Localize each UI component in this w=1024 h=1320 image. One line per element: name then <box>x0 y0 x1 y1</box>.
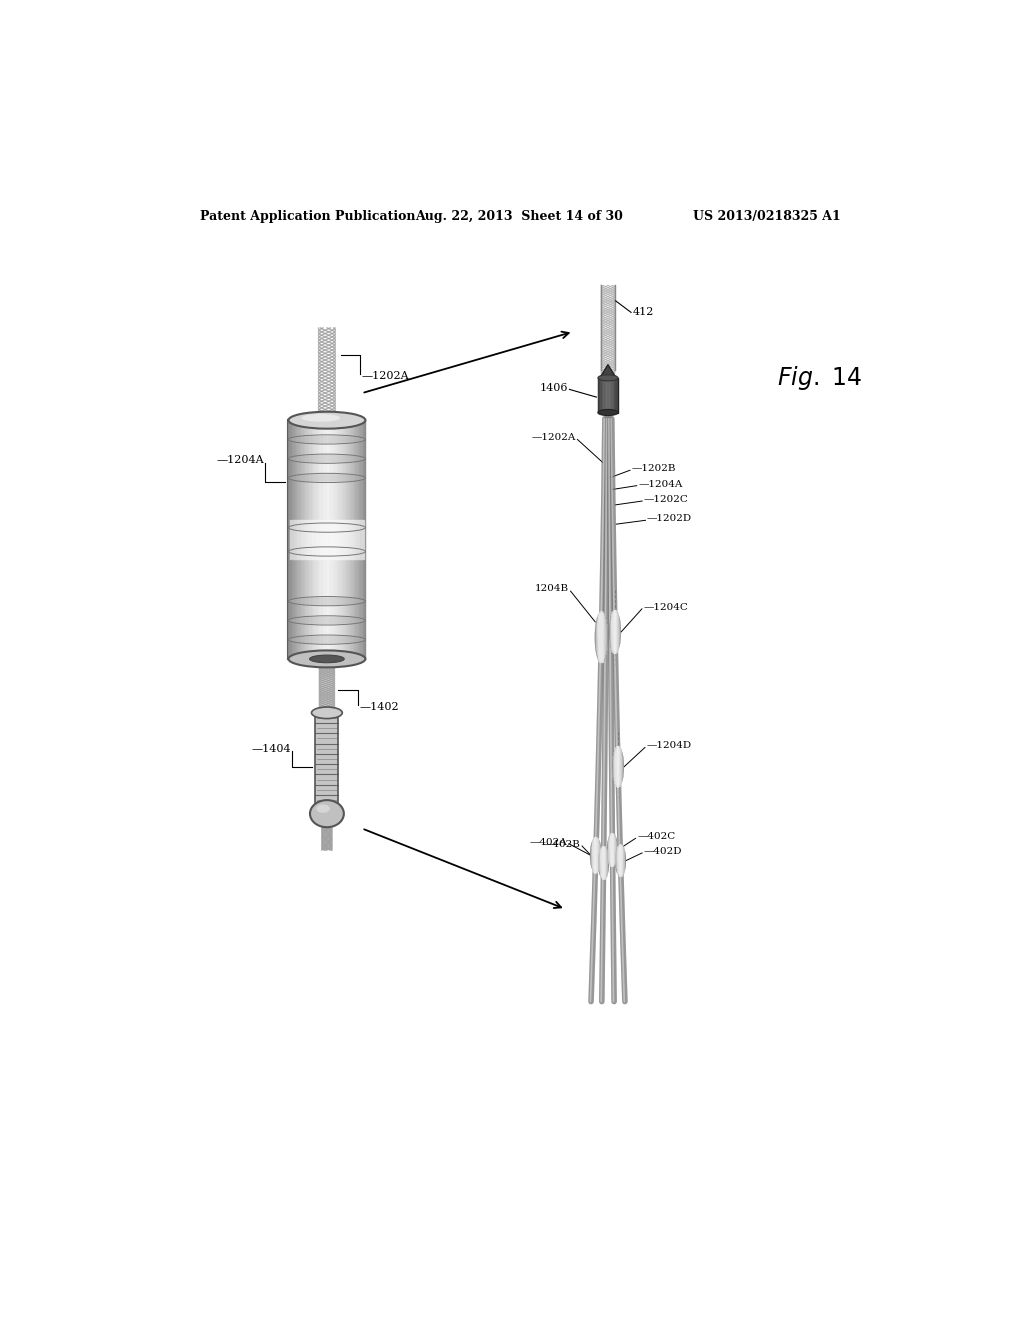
Text: —1202B: —1202B <box>632 465 676 473</box>
Text: —1202A: —1202A <box>361 371 410 380</box>
Ellipse shape <box>289 455 365 462</box>
Ellipse shape <box>289 436 365 444</box>
Ellipse shape <box>591 838 601 873</box>
Ellipse shape <box>614 751 617 770</box>
Text: —1204A: —1204A <box>638 479 683 488</box>
Text: Patent Application Publication: Patent Application Publication <box>200 210 416 223</box>
Text: —402B: —402B <box>543 840 581 849</box>
Text: —1204D: —1204D <box>646 742 691 750</box>
Ellipse shape <box>289 597 365 605</box>
Text: US 2013/0218325 A1: US 2013/0218325 A1 <box>692 210 841 223</box>
Polygon shape <box>600 364 616 378</box>
Ellipse shape <box>309 655 344 663</box>
Text: —1204C: —1204C <box>643 603 688 611</box>
Text: —1404: —1404 <box>251 744 291 754</box>
Text: 1204B: 1204B <box>535 585 569 593</box>
Text: 412: 412 <box>633 308 654 317</box>
Text: $\mathit{Fig.\ 14}$: $\mathit{Fig.\ 14}$ <box>777 364 863 392</box>
Text: —1204A: —1204A <box>216 455 264 465</box>
Ellipse shape <box>289 548 365 556</box>
Ellipse shape <box>598 375 617 381</box>
Ellipse shape <box>311 708 342 718</box>
Ellipse shape <box>316 804 330 813</box>
Bar <box>315 713 339 805</box>
Text: —1202C: —1202C <box>644 495 688 504</box>
Ellipse shape <box>609 611 621 653</box>
Ellipse shape <box>615 845 626 876</box>
Ellipse shape <box>612 747 624 787</box>
Ellipse shape <box>617 849 620 863</box>
Bar <box>289 420 366 659</box>
Ellipse shape <box>289 524 365 532</box>
Ellipse shape <box>609 838 612 853</box>
Ellipse shape <box>289 616 365 624</box>
Text: —1402: —1402 <box>359 702 399 711</box>
Text: —402D: —402D <box>644 847 682 855</box>
Text: 1406: 1406 <box>540 383 568 393</box>
Ellipse shape <box>289 636 365 644</box>
Ellipse shape <box>310 800 344 828</box>
Text: —1202D: —1202D <box>647 515 692 523</box>
Bar <box>290 520 364 558</box>
Text: —402C: —402C <box>637 833 676 841</box>
Text: Aug. 22, 2013  Sheet 14 of 30: Aug. 22, 2013 Sheet 14 of 30 <box>416 210 624 223</box>
Text: —402A: —402A <box>529 838 567 846</box>
Ellipse shape <box>597 619 601 642</box>
Ellipse shape <box>599 847 608 879</box>
Ellipse shape <box>611 616 614 635</box>
Ellipse shape <box>607 834 617 866</box>
Text: —1202A: —1202A <box>531 433 575 442</box>
Ellipse shape <box>301 414 340 422</box>
Ellipse shape <box>592 842 595 858</box>
Ellipse shape <box>600 851 603 866</box>
Ellipse shape <box>595 612 607 663</box>
Ellipse shape <box>598 409 617 416</box>
Ellipse shape <box>289 474 365 482</box>
Bar <box>598 378 617 412</box>
Ellipse shape <box>289 412 366 429</box>
Ellipse shape <box>289 651 366 668</box>
